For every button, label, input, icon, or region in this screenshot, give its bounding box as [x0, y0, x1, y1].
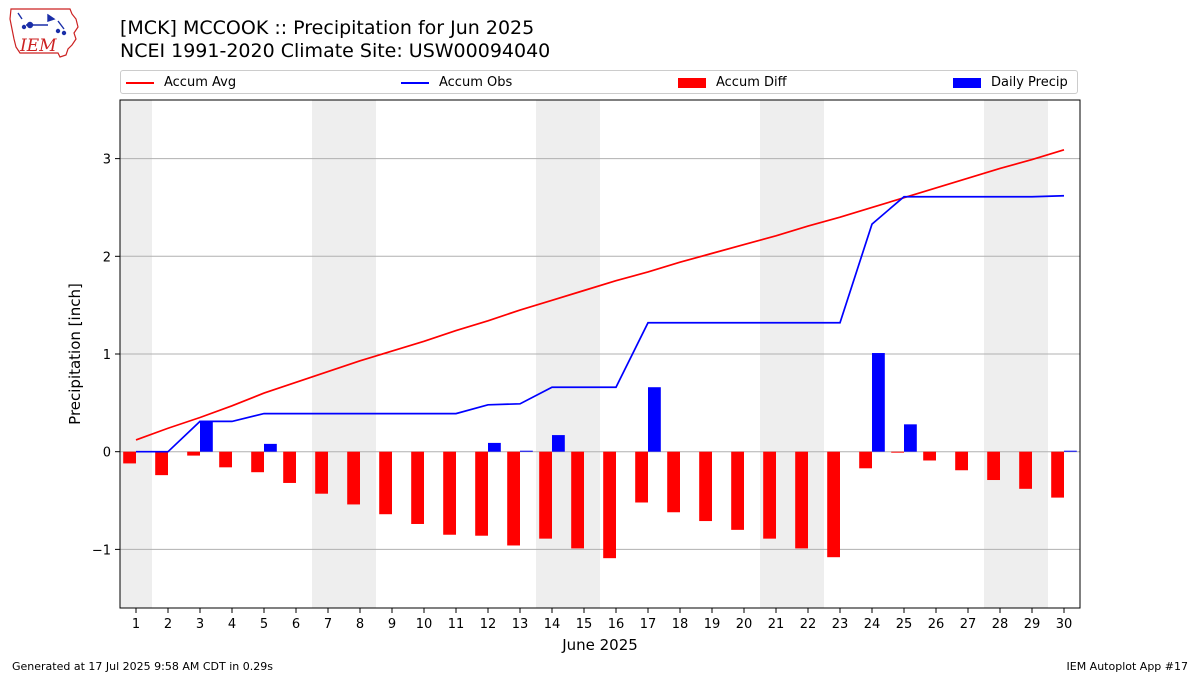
accum-diff-bar	[603, 451, 616, 559]
x-tick-label: 13	[512, 617, 529, 632]
x-tick-label: 25	[896, 617, 913, 632]
daily-precip-bar	[904, 424, 917, 452]
logo-text: IEM	[19, 36, 57, 56]
accum-diff-bar	[443, 451, 456, 535]
accum-diff-bar	[987, 451, 1000, 481]
accum-diff-bar	[507, 451, 520, 546]
accum-diff-bar	[379, 451, 392, 515]
x-tick-label: 22	[800, 617, 817, 632]
iem-logo: IEM	[9, 8, 79, 58]
accum-diff-bar	[731, 451, 744, 530]
x-axis-label: June 2025	[561, 636, 638, 654]
accum-diff-bar	[187, 451, 200, 456]
accum-diff-bar	[859, 451, 872, 469]
legend-label: Accum Diff	[716, 75, 787, 90]
x-tick-label: 9	[388, 617, 396, 632]
x-tick-label: 28	[992, 617, 1009, 632]
daily-precip-bar	[552, 435, 565, 452]
legend-item-daily-precip: Daily Precip	[953, 74, 1068, 92]
x-tick-label: 1	[132, 617, 140, 632]
x-tick-label: 17	[640, 617, 657, 632]
legend-label: Accum Avg	[164, 75, 237, 90]
footer-app: IEM Autoplot App #17	[1066, 660, 1189, 673]
accum-diff-bar	[795, 451, 808, 549]
accum-diff-bar	[411, 451, 424, 524]
legend-item-accum-obs: Accum Obs	[401, 74, 512, 92]
x-tick-label: 29	[1024, 617, 1041, 632]
x-tick-label: 3	[196, 617, 204, 632]
accum-diff-bar	[347, 451, 360, 505]
accum-diff-bar	[315, 451, 328, 494]
accum-diff-bar	[763, 451, 776, 539]
x-tick-label: 27	[960, 617, 977, 632]
daily-precip-bar	[1064, 450, 1077, 452]
x-tick-label: 11	[448, 617, 465, 632]
accum-diff-bar	[571, 451, 584, 549]
accum-diff-bar	[699, 451, 712, 522]
accum-diff-bar	[1019, 451, 1032, 489]
legend-item-accum-diff: Accum Diff	[678, 74, 787, 92]
x-tick-label: 26	[928, 617, 945, 632]
y-tick-label: 3	[103, 153, 111, 168]
legend-swatch	[126, 81, 154, 84]
accum-diff-bar	[219, 451, 232, 468]
daily-precip-bar	[872, 353, 885, 452]
x-tick-label: 21	[768, 617, 785, 632]
x-tick-label: 15	[576, 617, 593, 632]
daily-precip-bar	[520, 450, 533, 452]
x-tick-label: 14	[544, 617, 561, 632]
legend-label: Accum Obs	[439, 75, 513, 90]
iowa-outline-icon	[9, 8, 79, 58]
legend-item-accum-avg: Accum Avg	[126, 74, 236, 92]
accum-diff-bar	[475, 451, 488, 536]
y-tick-label: 2	[103, 250, 111, 265]
legend: Accum Avg Accum Obs Accum Diff Daily Pre…	[120, 70, 1078, 94]
accum-diff-bar	[251, 451, 264, 473]
x-tick-label: 18	[672, 617, 689, 632]
accum-diff-bar	[123, 451, 136, 464]
x-tick-label: 8	[356, 617, 364, 632]
x-tick-label: 23	[832, 617, 849, 632]
footer-generated: Generated at 17 Jul 2025 9:58 AM CDT in …	[12, 660, 273, 673]
x-tick-label: 5	[260, 617, 268, 632]
x-tick-label: 16	[608, 617, 625, 632]
x-tick-label: 19	[704, 617, 721, 632]
accum-diff-bar	[891, 451, 904, 453]
x-tick-label: 4	[228, 617, 236, 632]
chart-title: [MCK] MCCOOK :: Precipitation for Jun 20…	[120, 17, 535, 39]
y-tick-label: 1	[103, 348, 111, 363]
x-tick-label: 7	[324, 617, 332, 632]
weather-symbols-icon	[17, 12, 67, 36]
accum-diff-bar	[1051, 451, 1064, 498]
chart-subtitle: NCEI 1991-2020 Climate Site: USW00094040	[120, 40, 551, 62]
accum-obs-line	[136, 194, 1065, 453]
x-tick-label: 20	[736, 617, 753, 632]
legend-swatch	[678, 77, 706, 88]
accum-diff-bar	[155, 451, 168, 476]
x-tick-label: 6	[292, 617, 300, 632]
accum-diff-bar	[923, 451, 936, 461]
y-tick-label: −1	[92, 543, 111, 558]
accum-diff-bar	[635, 451, 648, 503]
y-axis-label: Precipitation [inch]	[66, 283, 84, 425]
legend-label: Daily Precip	[991, 75, 1068, 90]
y-tick-label: 0	[103, 446, 111, 461]
accum-diff-bar	[539, 451, 552, 539]
legend-swatch	[953, 77, 981, 88]
legend-swatch	[401, 81, 429, 84]
x-tick-label: 10	[416, 617, 433, 632]
daily-precip-bar	[488, 442, 501, 452]
x-tick-label: 30	[1056, 617, 1073, 632]
accum-diff-bar	[827, 451, 840, 558]
accum-diff-bar	[667, 451, 680, 513]
x-tick-label: 2	[164, 617, 172, 632]
daily-precip-bar	[200, 421, 213, 452]
x-tick-label: 24	[864, 617, 881, 632]
accum-diff-bar	[283, 451, 296, 483]
accum-diff-bar	[955, 451, 968, 471]
daily-precip-bar	[264, 443, 277, 452]
x-tick-label: 12	[480, 617, 497, 632]
daily-precip-bar	[648, 387, 661, 452]
